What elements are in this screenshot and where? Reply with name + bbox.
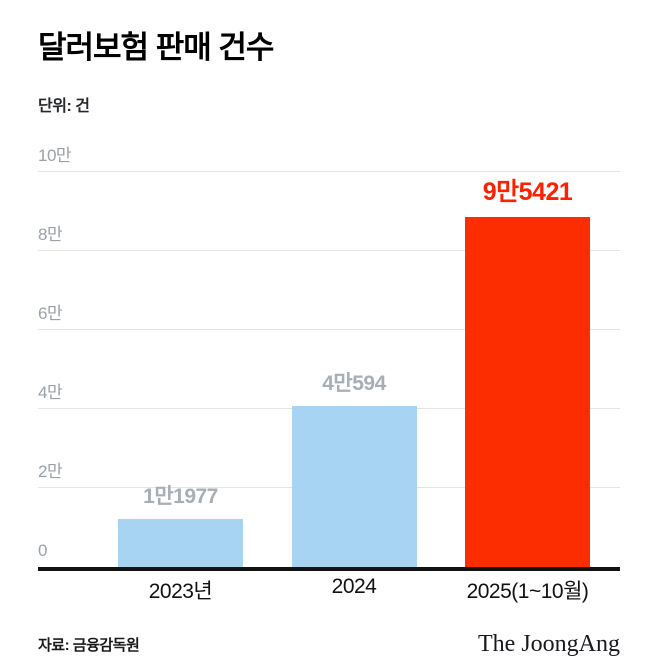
bar-value-label: 4만594 [322, 372, 386, 396]
x-axis-label: 2024 [331, 574, 377, 598]
y-tick-label: 0 [38, 540, 47, 560]
x-axis-label: 2025(1~10월) [466, 579, 589, 603]
bar-column: 1만1977 [118, 172, 243, 567]
y-tick-label: 10만 [38, 145, 72, 165]
x-axis-line [38, 566, 620, 571]
chart-title: 달러보험 판매 건수 [38, 30, 274, 65]
y-tick-label: 2만 [38, 461, 63, 481]
bar [465, 216, 590, 567]
gridline [38, 249, 620, 251]
y-tick-label: 4만 [38, 382, 63, 402]
joongang-logo: The JoongAng [478, 630, 620, 657]
bar [291, 406, 417, 567]
bar-column: 4만594 [291, 172, 417, 567]
x-axis-label: 2023년 [148, 579, 213, 603]
gridline [38, 328, 620, 330]
bar [118, 519, 243, 567]
unit-label: 단위: 건 [38, 97, 90, 115]
source-label: 자료: 금융감독원 [38, 636, 140, 654]
bar-column: 9만5421 [465, 172, 590, 567]
bar-chart: 0 2만 4만 6만 8만 10만 1만1977 4만594 9만5421 2023년 2024 2… [38, 146, 620, 605]
x-axis-labels: 2023년 2024 2025(1~10월) [38, 575, 620, 605]
plot-area: 0 2만 4만 6만 8만 10만 1만1977 4만594 9만5421 [38, 146, 620, 571]
footer: 자료: 금융감독원 The JoongAng [38, 631, 620, 658]
bars-container: 1만1977 4만594 9만5421 [38, 172, 620, 567]
gridline [38, 170, 620, 172]
y-tick-label: 6만 [38, 303, 63, 323]
bar-value-label: 1만1977 [143, 485, 218, 509]
y-tick-label: 8만 [38, 224, 63, 244]
bar-value-label: 9만5421 [482, 177, 573, 206]
